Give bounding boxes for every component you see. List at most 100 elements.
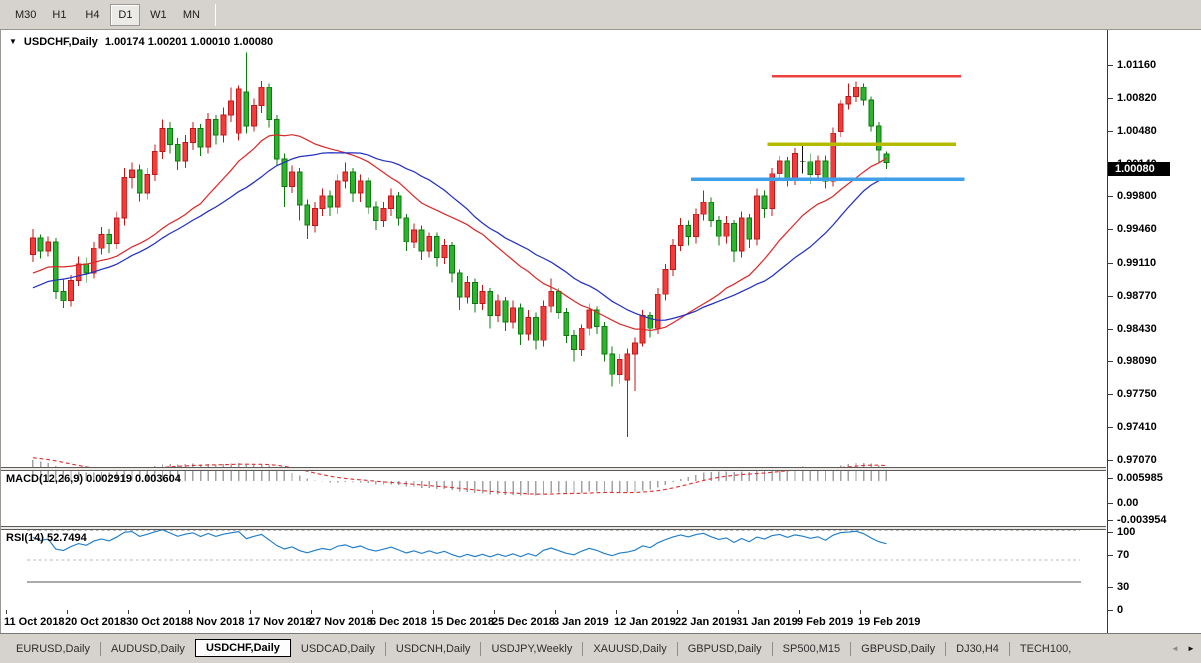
price-tick-label-tick xyxy=(1108,361,1113,363)
chart-tab-usdcnh-daily[interactable]: USDCNH,Daily xyxy=(395,642,471,655)
timeframe-button-mn[interactable]: MN xyxy=(182,8,200,21)
chart-tab-gbpusd-daily[interactable]: GBPUSD,Daily xyxy=(687,642,762,655)
timeframe-button-h4[interactable]: H4 xyxy=(85,8,100,21)
timeframe-button-h1[interactable]: H1 xyxy=(52,8,67,21)
timeframe-button-w1[interactable]: W1 xyxy=(150,8,167,21)
price-tick-label-tick xyxy=(1108,295,1113,297)
chart-tab-xauusd-daily[interactable]: XAUUSD,Daily xyxy=(593,642,667,655)
time-tick-label: 6 Dec 2018 xyxy=(370,616,427,628)
panel-splitter-rsi[interactable] xyxy=(1,526,1106,530)
macd-tick-label: -0.003954 xyxy=(1117,514,1167,526)
time-tick-label: 9 Feb 2019 xyxy=(797,616,854,628)
time-tick-label: 15 Dec 2018 xyxy=(431,616,494,628)
chart-tab-usdcad-daily[interactable]: USDCAD,Daily xyxy=(300,642,375,655)
time-tick xyxy=(799,610,800,614)
macd-tick-label: 0.00 xyxy=(1117,497,1139,510)
rsi-tick-label: 70 xyxy=(1117,549,1130,562)
current-price-tag: 1.00080 xyxy=(1108,162,1170,177)
price-tick-label: 0.98090 xyxy=(1117,355,1157,368)
macd-tick-label-tick xyxy=(1108,520,1113,521)
time-tick xyxy=(128,610,129,614)
price-tick-label-tick xyxy=(1108,427,1113,429)
time-tick xyxy=(6,610,7,614)
time-tick xyxy=(860,610,861,614)
chart-tab-tech100[interactable]: TECH100, xyxy=(1019,642,1072,655)
macd-tick-label-tick xyxy=(1108,478,1113,479)
rsi-indicator-label: RSI(14) 52.7494 xyxy=(6,532,87,544)
chart-tab-usdjpy-weekly[interactable]: USDJPY,Weekly xyxy=(491,642,573,655)
timeframe-toolbar: M30 H1 H4 D1 W1 MN xyxy=(0,0,1201,30)
price-tick-label-tick xyxy=(1108,460,1113,461)
price-chart-canvas[interactable] xyxy=(1,30,1107,633)
price-tick-label-tick xyxy=(1108,196,1113,198)
tab-scroll-buttons: ◄ ► xyxy=(1168,641,1201,657)
price-axis[interactable]: 1.011601.008201.004801.001400.998000.994… xyxy=(1107,30,1201,633)
time-tick xyxy=(250,610,251,614)
chart-ohlc-values: 1.00174 1.00201 1.00010 1.00080 xyxy=(104,36,274,48)
rsi-tick-label-tick xyxy=(1108,532,1113,533)
price-tick-label: 1.00820 xyxy=(1117,91,1157,104)
chart-collapse-arrow-icon[interactable]: ▼ xyxy=(9,36,17,46)
chart-tab-dj30-h4[interactable]: DJ30,H4 xyxy=(956,642,999,655)
chart-tab-sp500-m15[interactable]: SP500,M15 xyxy=(782,642,841,655)
tab-separator xyxy=(384,641,386,656)
time-tick-label: 20 Oct 2018 xyxy=(65,616,127,628)
chart-tab-gbpusd-daily[interactable]: GBPUSD,Daily xyxy=(861,642,936,655)
chart-title: ▼ USDCHF,Daily 1.00174 1.00201 1.00010 1… xyxy=(9,36,273,48)
tab-separator xyxy=(771,641,773,656)
panel-splitter-macd[interactable] xyxy=(1,467,1106,471)
time-tick-label: 31 Jan 2019 xyxy=(736,616,798,628)
price-tick-label: 0.97410 xyxy=(1117,421,1157,434)
time-tick-label: 25 Dec 2018 xyxy=(492,616,555,628)
price-tick-label-tick xyxy=(1108,65,1113,66)
time-tick-label: 27 Nov 2018 xyxy=(309,616,373,628)
tab-scroll-right-icon[interactable]: ► xyxy=(1187,643,1195,653)
price-tick-label: 1.01160 xyxy=(1117,59,1157,71)
macd-tick-label-tick xyxy=(1108,503,1113,505)
tab-separator xyxy=(582,641,584,656)
macd-indicator-label: MACD(12,26,9) 0.002919 0.003604 xyxy=(6,473,181,485)
time-tick xyxy=(616,610,617,614)
time-tick-label: 12 Jan 2019 xyxy=(614,616,676,628)
tab-scroll-left-icon[interactable]: ◄ xyxy=(1171,643,1179,653)
toolbar-separator xyxy=(215,3,217,26)
price-tick-label: 0.99110 xyxy=(1117,256,1157,269)
rsi-tick-label: 30 xyxy=(1117,580,1130,593)
time-axis[interactable]: 11 Oct 2018 20 Oct 2018 30 Oct 2018 8 Nov 2… xyxy=(1,610,1107,633)
tab-separator xyxy=(1008,641,1010,656)
rsi-tick-label-tick xyxy=(1108,610,1113,611)
time-tick xyxy=(738,610,739,614)
chart-tab-eurusd-daily[interactable]: EURUSD,Daily xyxy=(16,642,90,655)
timeframe-button-d1[interactable]: D1 xyxy=(110,3,141,26)
price-tick-label-tick xyxy=(1108,229,1113,231)
chart-tab-audusd-daily[interactable]: AUDUSD,Daily xyxy=(110,642,185,655)
time-tick xyxy=(372,610,373,614)
macd-tick-label: 0.005985 xyxy=(1117,472,1163,484)
tab-separator xyxy=(480,641,482,656)
tab-separator xyxy=(676,641,678,656)
price-tick-label: 0.99800 xyxy=(1117,190,1157,203)
time-tick xyxy=(67,610,68,614)
time-tick xyxy=(311,610,312,614)
time-tick-label: 11 Oct 2018 xyxy=(4,616,65,628)
tab-separator xyxy=(945,641,947,656)
time-tick-label: 3 Jan 2019 xyxy=(553,616,609,628)
tab-separator xyxy=(99,641,101,656)
timeframe-button-m30[interactable]: M30 xyxy=(15,8,37,21)
rsi-tick-label: 100 xyxy=(1117,526,1136,538)
chart-symbol-label: USDCHF,Daily xyxy=(23,36,98,48)
price-tick-label-tick xyxy=(1108,262,1113,264)
time-tick xyxy=(555,610,556,614)
rsi-tick-label-tick xyxy=(1108,586,1113,588)
rsi-tick-label: 0 xyxy=(1117,604,1124,616)
price-tick-label: 0.97750 xyxy=(1117,388,1157,401)
price-tick-label: 0.98430 xyxy=(1117,322,1157,335)
chart-tab-usdchf-daily[interactable]: USDCHF,Daily xyxy=(194,639,291,657)
time-tick-label: 30 Oct 2018 xyxy=(126,616,188,628)
time-tick-label: 17 Nov 2018 xyxy=(248,616,312,628)
price-tick-label: 1.00480 xyxy=(1117,124,1157,137)
time-tick xyxy=(494,610,495,614)
price-tick-label-tick xyxy=(1108,394,1113,396)
price-tick-label-tick xyxy=(1108,328,1113,330)
rsi-tick-label-tick xyxy=(1108,555,1113,557)
